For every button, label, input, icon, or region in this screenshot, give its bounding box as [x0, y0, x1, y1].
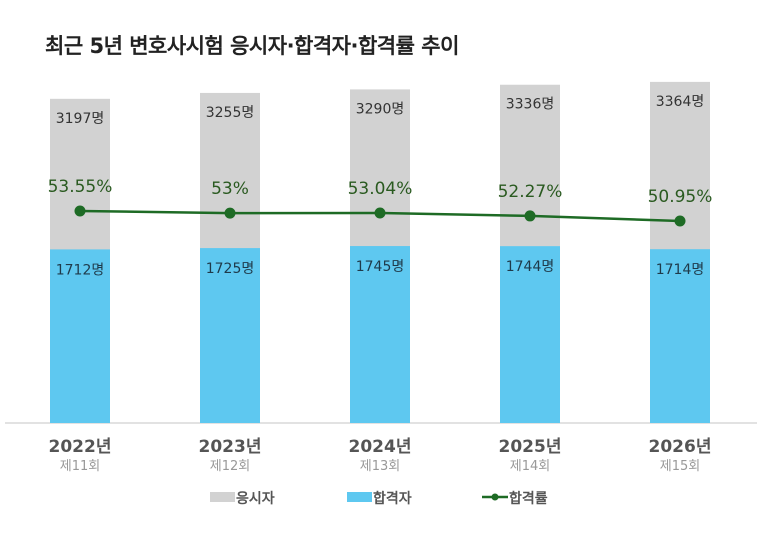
- bar-합격자: [500, 246, 560, 423]
- x-sub-label: 제13회: [360, 459, 400, 474]
- x-tick-label: 2025년: [499, 437, 562, 457]
- label-합격자: 1714명: [656, 262, 705, 278]
- x-tick-label: 2023년: [199, 437, 262, 457]
- x-tick-label: 2024년: [349, 437, 412, 457]
- label-응시자: 3290명: [356, 101, 405, 117]
- label-합격률: 53.55%: [48, 177, 113, 197]
- bar-합격자: [650, 249, 710, 423]
- legend-swatch-응시자: [210, 492, 235, 502]
- label-합격률: 50.95%: [648, 187, 713, 207]
- chart-title: 최근 5년 변호사시험 응시자·합격자·합격률 추이: [45, 34, 459, 58]
- legend-label-응시자: 응시자: [236, 491, 275, 507]
- x-tick-label: 2026년: [649, 437, 712, 457]
- legend-marker-합격률: [491, 493, 499, 501]
- point-합격률: [224, 207, 236, 219]
- legend-label-합격률: 합격률: [509, 490, 548, 507]
- label-응시자: 3255명: [206, 105, 255, 121]
- x-sub-label: 제15회: [660, 459, 700, 474]
- bar-합격자: [200, 248, 260, 423]
- label-합격률: 52.27%: [498, 182, 563, 202]
- label-합격자: 1712명: [56, 262, 105, 278]
- bar-합격자: [350, 246, 410, 423]
- bar-합격자: [50, 249, 110, 423]
- point-합격률: [674, 215, 686, 227]
- label-합격률: 53%: [211, 179, 249, 199]
- point-합격률: [374, 207, 386, 219]
- x-sub-label: 제11회: [60, 459, 100, 474]
- legend-swatch-합격자: [347, 492, 372, 502]
- label-합격률: 53.04%: [348, 179, 413, 199]
- x-sub-label: 제14회: [510, 459, 550, 474]
- label-합격자: 1725명: [206, 261, 255, 277]
- label-합격자: 1745명: [356, 259, 405, 275]
- x-sub-label: 제12회: [210, 459, 250, 474]
- point-합격률: [74, 205, 86, 217]
- point-합격률: [524, 210, 536, 222]
- legend-label-합격자: 합격자: [373, 490, 412, 507]
- x-tick-label: 2022년: [49, 437, 112, 457]
- label-응시자: 3197명: [56, 111, 105, 127]
- label-응시자: 3364명: [656, 94, 705, 110]
- label-합격자: 1744명: [506, 259, 555, 275]
- label-응시자: 3336명: [506, 97, 555, 113]
